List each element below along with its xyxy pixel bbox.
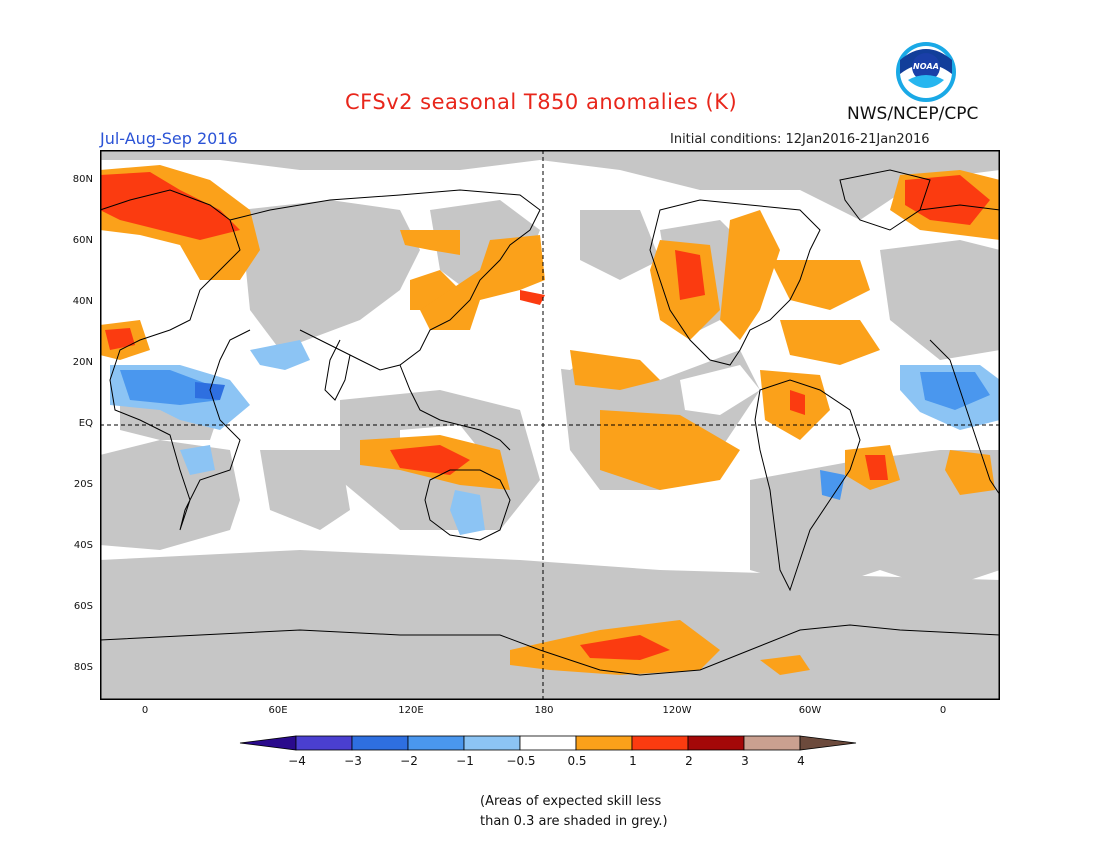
low-skill-region: [880, 240, 1000, 360]
anomaly-region: [720, 210, 780, 340]
low-skill-region: [260, 450, 350, 530]
forecast-period: Jul-Aug-Sep 2016: [100, 129, 238, 148]
coastline: [649, 199, 821, 366]
anomaly-region: [400, 230, 460, 255]
chart-title: CFSv2 seasonal T850 anomalies (K): [345, 90, 738, 114]
anomaly-regions: [100, 165, 1000, 675]
low-skill-region: [750, 450, 1000, 590]
coastlines: [100, 169, 1000, 676]
anomaly-region: [250, 340, 310, 370]
lon-label: 180: [534, 705, 554, 716]
low-skill-region: [240, 200, 420, 350]
anomaly-region: [905, 175, 990, 225]
anomaly-region: [770, 260, 870, 310]
anomaly-region: [105, 328, 135, 350]
anomaly-region: [780, 320, 880, 365]
anomaly-region: [570, 350, 660, 390]
colorbar-cell: [295, 735, 353, 751]
noaa-logo: NOAA: [896, 42, 956, 102]
anomaly-region: [580, 635, 670, 660]
coastline: [229, 189, 541, 371]
lat-label: 20N: [72, 357, 93, 368]
colorbar-label: 0.5: [567, 754, 587, 768]
lat-label: EQ: [78, 418, 93, 429]
colorbar: [239, 735, 857, 751]
colorbar-cell: [631, 735, 689, 751]
colorbar-cell: [743, 735, 801, 751]
anomaly-region: [945, 450, 995, 495]
anomaly-region: [865, 455, 888, 480]
map-frame: [100, 150, 1000, 700]
lat-label: 80N: [72, 174, 93, 185]
anomaly-region: [675, 250, 705, 300]
colorbar-cell: [463, 735, 521, 751]
low-skill-region: [580, 210, 660, 280]
colorbar-cell: [351, 735, 409, 751]
anomaly-region: [420, 235, 545, 330]
lat-label: 40S: [73, 540, 93, 551]
lon-label: 120E: [398, 705, 424, 716]
coastline: [100, 624, 1000, 676]
coastline: [424, 469, 511, 541]
colorbar-label: −1: [456, 754, 474, 768]
colorbar-label: 3: [741, 754, 749, 768]
lat-label: 60N: [72, 235, 93, 246]
colorbar-label: −3: [344, 754, 362, 768]
anomaly-region: [790, 390, 805, 415]
footnote: (Areas of expected skill less than 0.3 a…: [480, 792, 668, 832]
colorbar-cell: [519, 735, 577, 751]
colorbar-cell: [239, 735, 297, 751]
anomaly-region: [820, 470, 845, 500]
anomaly-map: [100, 150, 1000, 700]
anomaly-region: [520, 290, 545, 305]
anomaly-region: [100, 172, 240, 240]
lat-label: 80S: [73, 662, 93, 673]
low-skill-region: [100, 150, 1000, 220]
anomaly-region: [920, 372, 990, 410]
colorbar-label: 2: [685, 754, 693, 768]
colorbar-cell: [799, 735, 857, 751]
coastline: [100, 189, 251, 531]
footnote-line: (Areas of expected skill less: [480, 794, 662, 809]
lat-label: 60S: [73, 601, 93, 612]
lat-label: 40N: [72, 296, 93, 307]
lat-label: 20S: [73, 479, 93, 490]
anomaly-region: [450, 490, 485, 535]
logo-text: NOAA: [913, 62, 939, 71]
initial-conditions: Initial conditions: 12Jan2016-21Jan2016: [670, 132, 930, 147]
lon-label: 60E: [268, 705, 288, 716]
coastline: [399, 364, 511, 451]
colorbar-label: 1: [629, 754, 637, 768]
anomaly-region: [180, 445, 215, 475]
lon-label: 120W: [662, 705, 692, 716]
coastline: [929, 339, 1000, 496]
anomaly-region: [600, 410, 740, 490]
lon-label: 0: [939, 705, 947, 716]
colorbar-label: −2: [400, 754, 418, 768]
colorbar-cell: [407, 735, 465, 751]
lon-label: 60W: [798, 705, 822, 716]
coastline: [324, 339, 351, 401]
colorbar-label: 4: [797, 754, 805, 768]
anomaly-region: [760, 655, 810, 675]
coastline: [754, 379, 861, 592]
colorbar-cell: [687, 735, 745, 751]
agency-label: NWS/NCEP/CPC: [847, 104, 979, 124]
footnote-line: than 0.3 are shaded in grey.): [480, 814, 668, 829]
colorbar-cell: [575, 735, 633, 751]
neutral-region: [680, 365, 760, 415]
coastline: [839, 169, 931, 231]
colorbar-label: −4: [288, 754, 306, 768]
lon-label: 0: [141, 705, 149, 716]
colorbar-label: −0.5: [506, 754, 536, 768]
coastline: [919, 204, 1000, 211]
anomaly-region: [390, 445, 470, 475]
